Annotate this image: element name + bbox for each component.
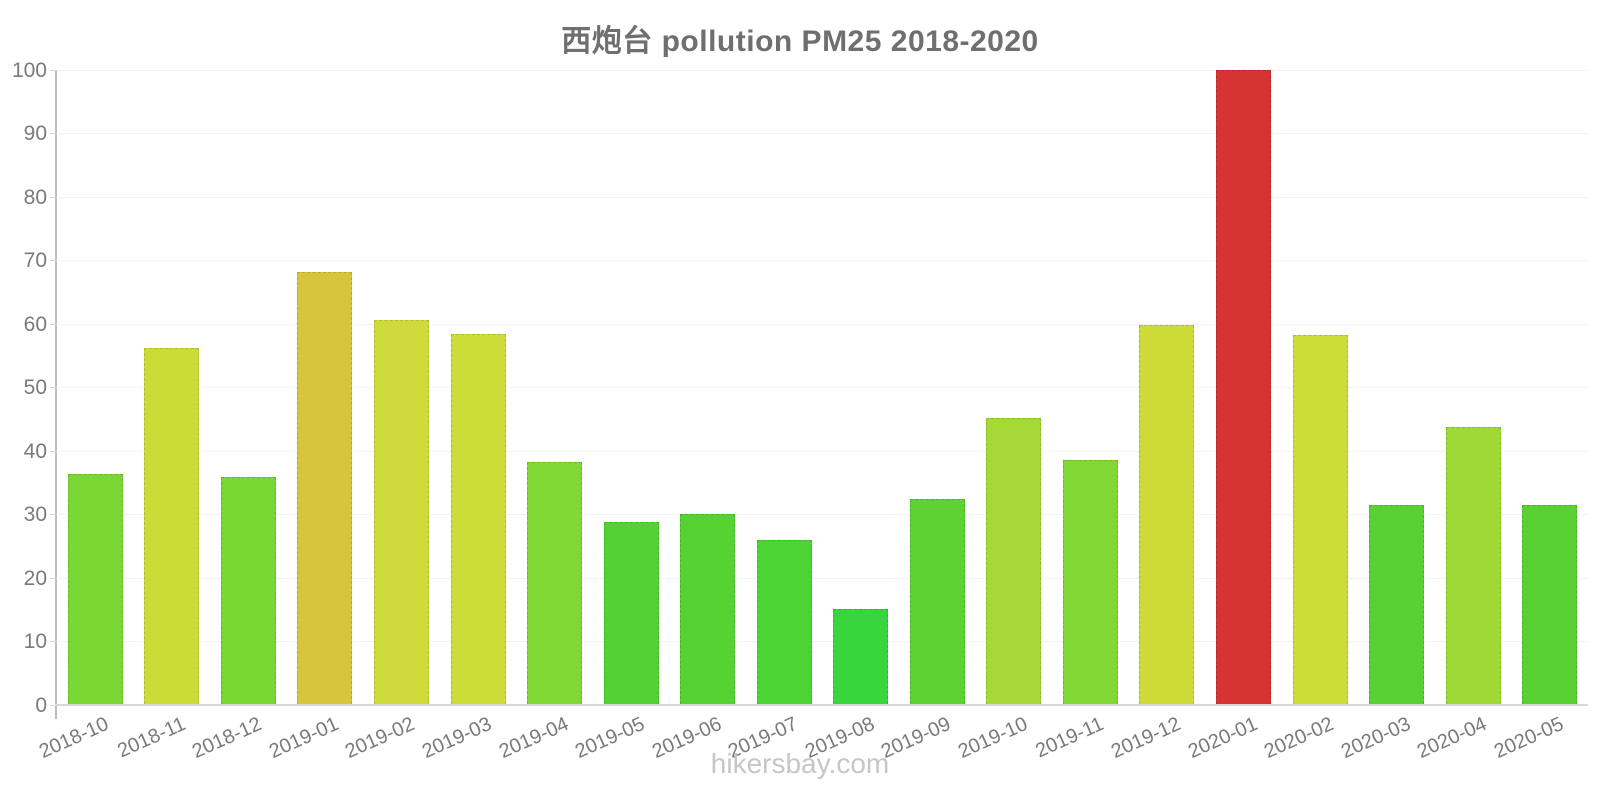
y-tick-label: 0 <box>35 693 47 717</box>
watermark-text: hikersbay.com <box>710 748 890 779</box>
bar-2019-05[interactable] <box>603 522 659 704</box>
bar-2019-12[interactable] <box>1139 324 1195 704</box>
gridline <box>57 450 1588 452</box>
gridline <box>57 577 1588 579</box>
y-axis-tick <box>50 450 57 452</box>
bar-2019-11[interactable] <box>1062 460 1118 704</box>
y-axis-tick <box>50 69 57 71</box>
y-tick-label: 30 <box>23 503 47 526</box>
bar-2020-04[interactable] <box>1445 427 1501 704</box>
bar-2018-12[interactable] <box>220 476 276 704</box>
bar-2018-11[interactable] <box>144 348 200 704</box>
y-tick-label: 40 <box>23 439 47 463</box>
bar-2020-03[interactable] <box>1369 505 1425 704</box>
gridline <box>57 69 1588 71</box>
y-axis-line <box>55 70 57 719</box>
y-axis-tick <box>50 196 57 198</box>
x-axis-line <box>55 704 1588 706</box>
gridline <box>57 196 1588 198</box>
y-axis-tick <box>50 514 57 515</box>
bar-2019-02[interactable] <box>373 319 429 704</box>
y-axis-tick <box>50 260 57 261</box>
gridline <box>57 514 1588 515</box>
bar-2020-05[interactable] <box>1522 504 1578 704</box>
y-axis-tick <box>50 323 57 325</box>
bar-2020-02[interactable] <box>1292 335 1348 704</box>
y-tick-label: 70 <box>23 249 47 272</box>
bar-2019-10[interactable] <box>986 418 1042 704</box>
y-tick-label: 90 <box>23 122 47 145</box>
y-tick-label: 10 <box>23 630 47 653</box>
plot-area: 0 10 20 30 40 50 60 70 80 90 100 2018-10 2018-11 2018… <box>12 60 1588 763</box>
bar-2019-03[interactable] <box>450 334 506 704</box>
gridline <box>57 133 1588 134</box>
chart-title: 西炮台 pollution PM25 2018-2020 <box>561 25 1039 58</box>
gridline <box>57 260 1588 261</box>
bar-2019-04[interactable] <box>527 462 583 704</box>
y-tick-label: 50 <box>23 376 47 399</box>
bar-2019-01[interactable] <box>297 271 353 704</box>
bar-2019-06[interactable] <box>680 514 736 704</box>
bar-2019-09[interactable] <box>909 498 965 704</box>
y-axis-tick <box>50 387 57 388</box>
y-axis-tick <box>50 704 57 706</box>
gridline <box>57 641 1588 642</box>
gridline <box>57 387 1588 388</box>
y-tick-label: 80 <box>23 185 47 209</box>
y-axis-tick <box>50 641 57 642</box>
gridline <box>57 323 1588 325</box>
bar-2020-01[interactable] <box>1216 70 1272 704</box>
y-tick-label: 100 <box>11 58 47 82</box>
bar-2019-07[interactable] <box>756 540 812 704</box>
y-tick-label: 20 <box>23 566 47 590</box>
y-axis-tick <box>50 133 57 134</box>
bar-2019-08[interactable] <box>833 608 889 704</box>
y-axis-tick <box>50 577 57 579</box>
y-tick-label: 60 <box>23 312 47 336</box>
bar-2018-10[interactable] <box>67 473 123 704</box>
